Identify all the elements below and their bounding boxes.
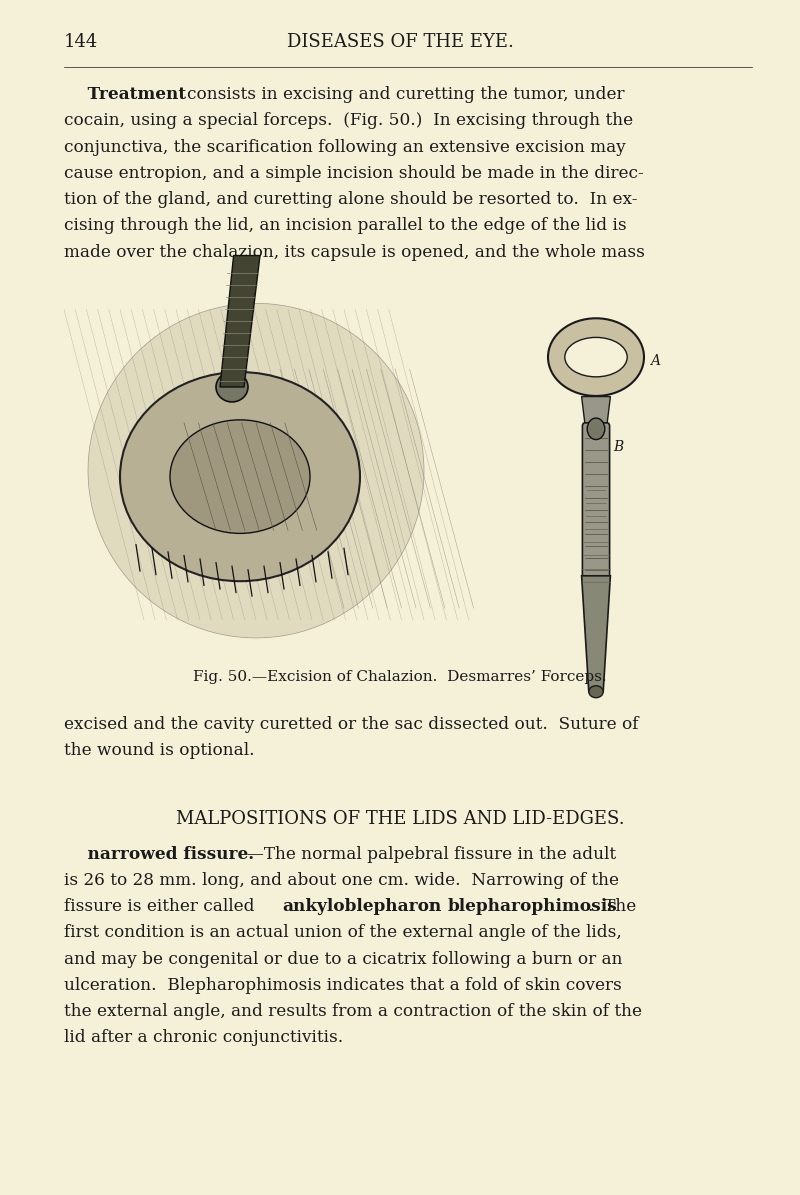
Text: and may be congenital or due to a cicatrix following a burn or an: and may be congenital or due to a cicatr… bbox=[64, 951, 622, 968]
Text: the external angle, and results from a contraction of the skin of the: the external angle, and results from a c… bbox=[64, 1004, 642, 1021]
Text: excised and the cavity curetted or the sac dissected out.  Suture of: excised and the cavity curetted or the s… bbox=[64, 716, 638, 733]
Text: ulceration.  Blepharophimosis indicates that a fold of skin covers: ulceration. Blepharophimosis indicates t… bbox=[64, 978, 622, 994]
Text: the wound is optional.: the wound is optional. bbox=[64, 742, 254, 759]
Text: Fig. 50.—Excision of Chalazion.  Desmarres’ Forceps.: Fig. 50.—Excision of Chalazion. Desmarre… bbox=[193, 670, 607, 685]
FancyBboxPatch shape bbox=[582, 423, 610, 580]
Text: MALPOSITIONS OF THE LIDS AND LID-EDGES.: MALPOSITIONS OF THE LIDS AND LID-EDGES. bbox=[176, 810, 624, 828]
Text: DISEASES OF THE EYE.: DISEASES OF THE EYE. bbox=[286, 33, 514, 51]
Text: narrowed fissure.: narrowed fissure. bbox=[64, 846, 254, 863]
Ellipse shape bbox=[587, 418, 605, 440]
Text: .  The: . The bbox=[587, 899, 636, 915]
Ellipse shape bbox=[589, 686, 603, 698]
Text: Treatment: Treatment bbox=[64, 86, 192, 103]
Text: blepharophimosis: blepharophimosis bbox=[448, 899, 618, 915]
Polygon shape bbox=[582, 397, 610, 423]
Text: lid after a chronic conjunctivitis.: lid after a chronic conjunctivitis. bbox=[64, 1029, 343, 1047]
Text: consists in excising and curetting the tumor, under: consists in excising and curetting the t… bbox=[187, 86, 625, 103]
Ellipse shape bbox=[88, 304, 424, 638]
Text: A: A bbox=[650, 354, 661, 368]
Text: cocain, using a special forceps.  (Fig. 50.)  In excising through the: cocain, using a special forceps. (Fig. 5… bbox=[64, 112, 633, 129]
Polygon shape bbox=[582, 576, 610, 692]
Text: made over the chalazion, its capsule is opened, and the whole mass: made over the chalazion, its capsule is … bbox=[64, 244, 645, 261]
Text: tion of the gland, and curetting alone should be resorted to.  In ex-: tion of the gland, and curetting alone s… bbox=[64, 191, 638, 208]
Text: first condition is an actual union of the external angle of the lids,: first condition is an actual union of th… bbox=[64, 925, 622, 942]
Text: ankyloblepharon: ankyloblepharon bbox=[282, 899, 442, 915]
Polygon shape bbox=[220, 256, 260, 387]
Text: or: or bbox=[413, 899, 442, 915]
Ellipse shape bbox=[565, 337, 627, 376]
Text: cising through the lid, an incision parallel to the edge of the lid is: cising through the lid, an incision para… bbox=[64, 217, 626, 234]
Text: 144: 144 bbox=[64, 33, 98, 51]
Ellipse shape bbox=[548, 318, 644, 396]
Ellipse shape bbox=[170, 419, 310, 533]
Text: fissure is either called: fissure is either called bbox=[64, 899, 260, 915]
Ellipse shape bbox=[216, 372, 248, 402]
Text: is 26 to 28 mm. long, and about one cm. wide.  Narrowing of the: is 26 to 28 mm. long, and about one cm. … bbox=[64, 872, 619, 889]
Ellipse shape bbox=[120, 372, 360, 581]
Text: B: B bbox=[614, 440, 624, 454]
Text: cause entropion, and a simple incision should be made in the direc-: cause entropion, and a simple incision s… bbox=[64, 165, 644, 182]
Text: conjunctiva, the scarification following an extensive excision may: conjunctiva, the scarification following… bbox=[64, 139, 626, 155]
Text: —The normal palpebral fissure in the adult: —The normal palpebral fissure in the adu… bbox=[247, 846, 616, 863]
